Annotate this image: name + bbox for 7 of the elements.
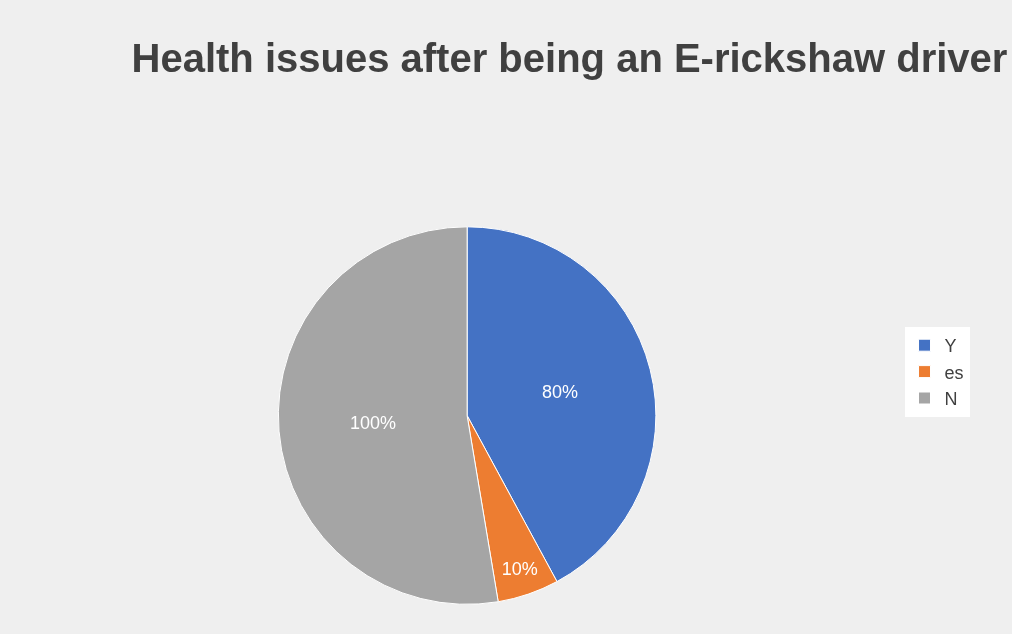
legend-label: N	[944, 389, 958, 410]
data-label: 10%	[501, 558, 538, 579]
chart-title: Health issues after being an E-rickshaw driver	[131, 36, 1008, 81]
data-label: 100%	[350, 413, 397, 434]
data-label: 80%	[542, 382, 579, 403]
legend-label: Y	[944, 336, 957, 357]
legend-label: es	[944, 362, 964, 383]
